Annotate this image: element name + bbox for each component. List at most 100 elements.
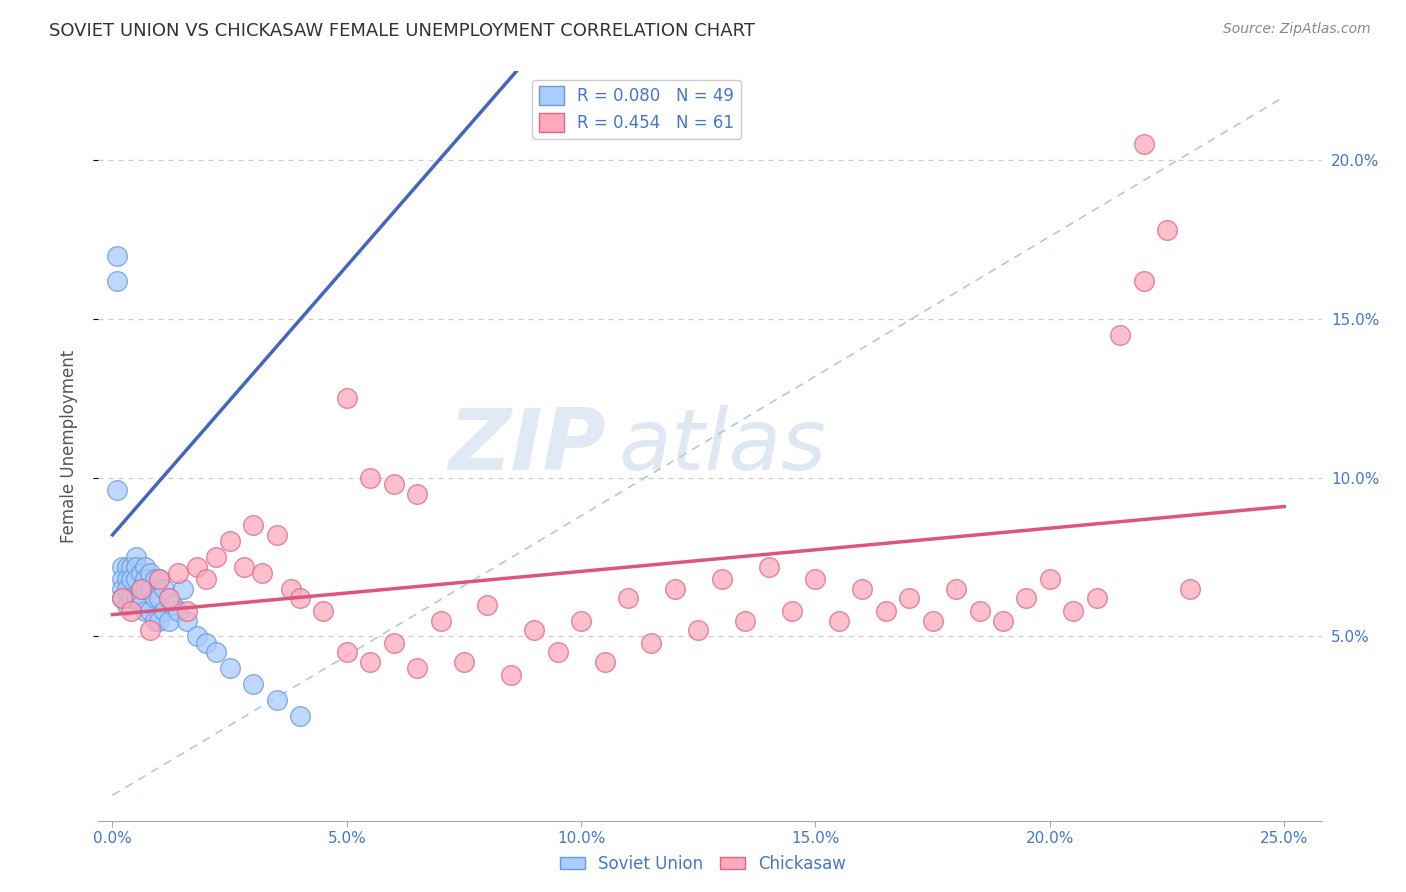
Point [688, 623, 710, 637]
Point [186, 630, 208, 644]
Point [167, 604, 190, 618]
Point [288, 709, 311, 723]
Point [105, 483, 128, 498]
Point [406, 661, 429, 675]
Point [569, 614, 592, 628]
Point [640, 636, 662, 650]
Point [195, 636, 218, 650]
Point [921, 614, 943, 628]
Point [547, 645, 569, 659]
Point [828, 614, 851, 628]
Point [111, 582, 134, 596]
Point [139, 604, 162, 618]
Point [120, 591, 142, 606]
Point [898, 591, 921, 606]
Point [593, 655, 616, 669]
Point [134, 559, 156, 574]
Point [242, 677, 264, 691]
Point [153, 604, 176, 618]
Point [453, 655, 475, 669]
Point [125, 550, 148, 565]
Point [157, 591, 180, 606]
Point [1180, 582, 1202, 596]
Point [1132, 137, 1154, 152]
Point [969, 604, 991, 618]
Point [1062, 604, 1084, 618]
Point [115, 582, 138, 596]
Point [336, 392, 359, 406]
Point [218, 661, 240, 675]
Point [111, 591, 134, 606]
Point [111, 559, 134, 574]
Point [143, 614, 166, 628]
Point [139, 623, 162, 637]
Point [312, 604, 335, 618]
Point [1109, 327, 1132, 342]
Point [804, 572, 827, 586]
Point [359, 655, 381, 669]
Point [176, 604, 198, 618]
Point [129, 598, 152, 612]
Point [139, 566, 162, 580]
Point [382, 477, 405, 491]
Point [429, 614, 451, 628]
Point [129, 566, 152, 580]
Point [945, 582, 967, 596]
Point [336, 645, 359, 659]
Point [499, 667, 522, 681]
Point [382, 636, 405, 650]
Legend: R = 0.080   N = 49, R = 0.454   N = 61: R = 0.080 N = 49, R = 0.454 N = 61 [533, 79, 741, 138]
Y-axis label: Female Unemployment: Female Unemployment [59, 350, 77, 542]
Point [172, 582, 194, 596]
Point [204, 645, 226, 659]
Point [143, 572, 166, 586]
Point [195, 572, 218, 586]
Point [186, 559, 208, 574]
Point [710, 572, 733, 586]
Text: Source: ZipAtlas.com: Source: ZipAtlas.com [1223, 22, 1371, 37]
Point [218, 534, 240, 549]
Point [851, 582, 873, 596]
Point [280, 582, 302, 596]
Point [523, 623, 546, 637]
Point [120, 572, 142, 586]
Point [242, 518, 264, 533]
Point [758, 559, 780, 574]
Point [232, 559, 254, 574]
Point [266, 693, 288, 707]
Point [1085, 591, 1108, 606]
Point [406, 486, 429, 500]
Point [120, 604, 142, 618]
Point [125, 591, 148, 606]
Point [252, 566, 274, 580]
Point [204, 550, 226, 565]
Point [266, 528, 288, 542]
Point [176, 614, 198, 628]
Point [125, 572, 148, 586]
Point [1132, 274, 1154, 288]
Point [157, 591, 180, 606]
Text: ZIP: ZIP [449, 404, 606, 488]
Point [139, 582, 162, 596]
Point [134, 582, 156, 596]
Point [991, 614, 1014, 628]
Point [105, 248, 128, 262]
Point [148, 591, 170, 606]
Point [143, 591, 166, 606]
Point [780, 604, 803, 618]
Point [129, 582, 152, 596]
Point [157, 614, 180, 628]
Text: atlas: atlas [619, 404, 827, 488]
Point [115, 598, 138, 612]
Point [115, 559, 138, 574]
Point [129, 582, 152, 596]
Point [105, 274, 128, 288]
Point [111, 591, 134, 606]
Point [134, 604, 156, 618]
Point [734, 614, 756, 628]
Point [153, 582, 176, 596]
Point [288, 591, 311, 606]
Point [1039, 572, 1062, 586]
Point [115, 572, 138, 586]
Point [120, 559, 142, 574]
